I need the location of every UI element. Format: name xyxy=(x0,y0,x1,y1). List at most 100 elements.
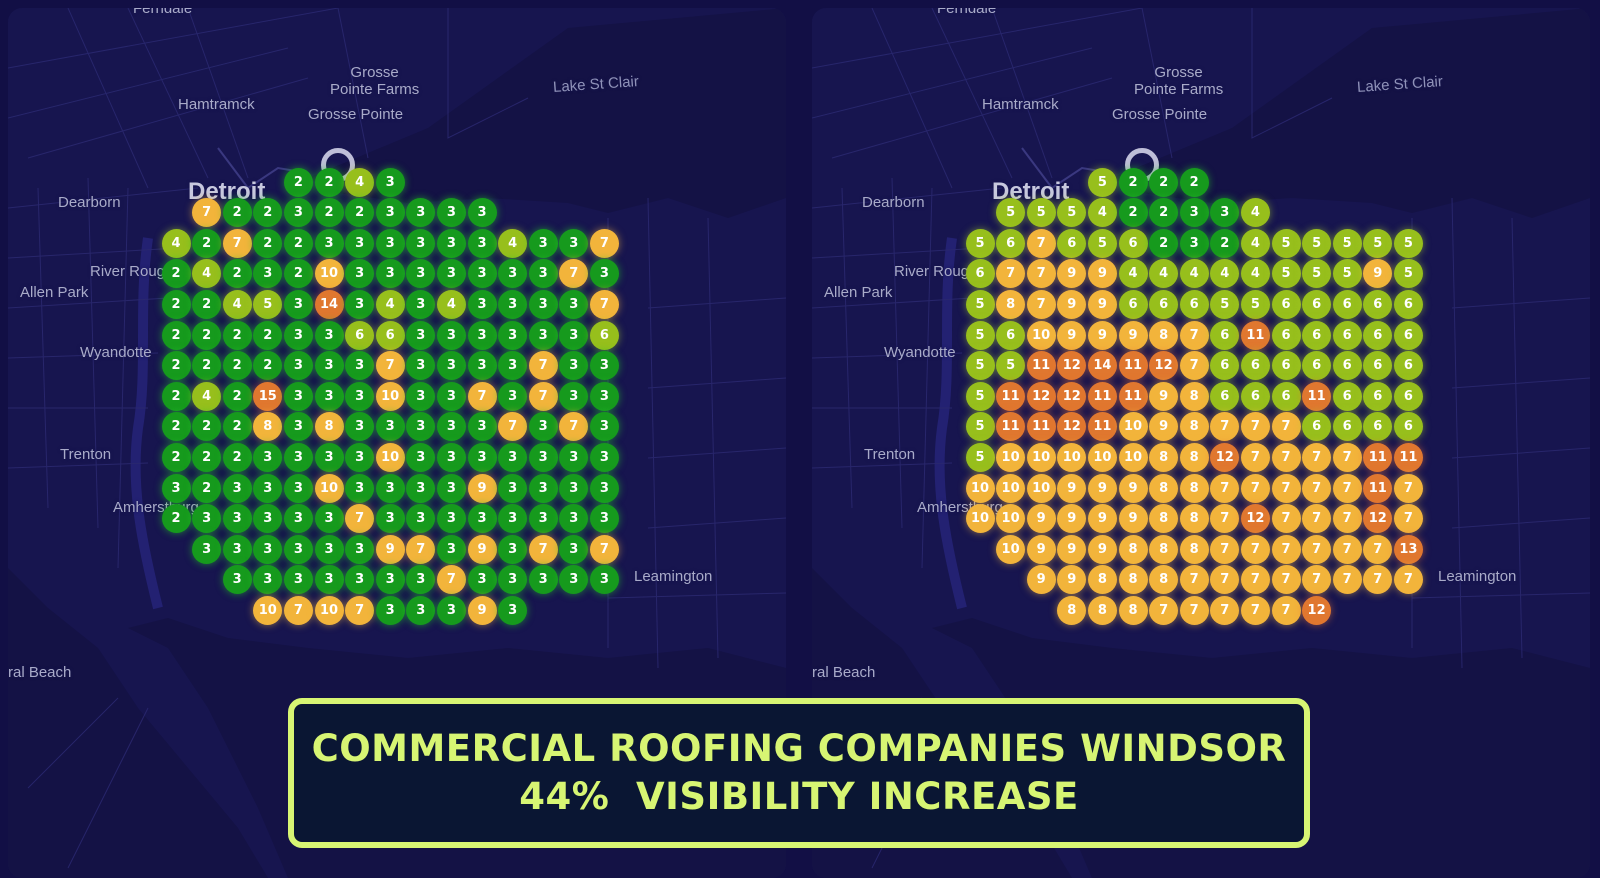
rank-marker[interactable]: 3 xyxy=(345,289,375,319)
rank-marker[interactable]: 9 xyxy=(1118,504,1148,534)
rank-marker[interactable]: 2 xyxy=(192,320,222,350)
rank-marker[interactable]: 3 xyxy=(375,504,405,534)
rank-marker[interactable]: 10 xyxy=(253,595,283,625)
rank-marker[interactable]: 2 xyxy=(192,351,222,381)
rank-marker[interactable]: 3 xyxy=(283,351,313,381)
rank-marker[interactable]: 10 xyxy=(965,504,995,534)
rank-marker[interactable]: 6 xyxy=(1179,289,1209,319)
rank-marker[interactable]: 7 xyxy=(1302,534,1332,564)
rank-marker[interactable]: 5 xyxy=(1393,259,1423,289)
rank-marker[interactable]: 3 xyxy=(467,351,497,381)
rank-marker[interactable]: 3 xyxy=(436,259,466,289)
rank-marker[interactable]: 6 xyxy=(1393,289,1423,319)
rank-marker[interactable]: 3 xyxy=(589,504,619,534)
rank-marker[interactable]: 2 xyxy=(314,167,344,197)
rank-marker[interactable]: 6 xyxy=(1271,289,1301,319)
rank-marker[interactable]: 3 xyxy=(283,412,313,442)
rank-marker[interactable]: 7 xyxy=(1271,504,1301,534)
rank-marker[interactable]: 4 xyxy=(222,289,252,319)
rank-marker[interactable]: 3 xyxy=(375,412,405,442)
rank-marker[interactable]: 6 xyxy=(1302,320,1332,350)
rank-marker[interactable]: 3 xyxy=(436,504,466,534)
rank-marker[interactable]: 11 xyxy=(1087,381,1117,411)
rank-marker[interactable]: 3 xyxy=(436,351,466,381)
rank-marker[interactable]: 5 xyxy=(1393,228,1423,258)
rank-marker[interactable]: 2 xyxy=(283,228,313,258)
rank-marker[interactable]: 6 xyxy=(1332,412,1362,442)
rank-marker[interactable]: 10 xyxy=(1087,442,1117,472)
rank-marker[interactable]: 2 xyxy=(345,198,375,228)
rank-marker[interactable]: 10 xyxy=(996,473,1026,503)
rank-marker[interactable]: 7 xyxy=(1026,259,1056,289)
rank-marker[interactable]: 10 xyxy=(996,442,1026,472)
rank-marker[interactable]: 3 xyxy=(283,473,313,503)
rank-marker[interactable]: 4 xyxy=(1118,259,1148,289)
rank-marker[interactable]: 7 xyxy=(375,351,405,381)
rank-marker[interactable]: 11 xyxy=(1118,381,1148,411)
rank-marker[interactable]: 7 xyxy=(1210,504,1240,534)
rank-marker[interactable]: 2 xyxy=(222,351,252,381)
rank-marker[interactable]: 9 xyxy=(1087,473,1117,503)
rank-marker[interactable]: 3 xyxy=(498,504,528,534)
rank-marker[interactable]: 3 xyxy=(283,534,313,564)
rank-marker[interactable]: 15 xyxy=(253,381,283,411)
rank-marker[interactable]: 6 xyxy=(996,228,1026,258)
rank-marker[interactable]: 3 xyxy=(528,442,558,472)
rank-marker[interactable]: 2 xyxy=(222,198,252,228)
rank-marker[interactable]: 3 xyxy=(222,534,252,564)
rank-marker[interactable]: 3 xyxy=(283,198,313,228)
rank-marker[interactable]: 3 xyxy=(467,320,497,350)
rank-marker[interactable]: 12 xyxy=(1363,504,1393,534)
rank-marker[interactable]: 9 xyxy=(1057,473,1087,503)
rank-marker[interactable]: 7 xyxy=(1271,595,1301,625)
rank-marker[interactable]: 3 xyxy=(253,504,283,534)
rank-marker[interactable]: 7 xyxy=(1026,228,1056,258)
rank-marker[interactable]: 9 xyxy=(1118,473,1148,503)
rank-marker[interactable]: 3 xyxy=(192,534,222,564)
rank-marker[interactable]: 3 xyxy=(498,595,528,625)
rank-marker[interactable]: 3 xyxy=(314,320,344,350)
rank-marker[interactable]: 3 xyxy=(406,595,436,625)
rank-marker[interactable]: 11 xyxy=(1363,473,1393,503)
rank-marker[interactable]: 3 xyxy=(375,228,405,258)
rank-marker[interactable]: 11 xyxy=(1240,320,1270,350)
rank-marker[interactable]: 3 xyxy=(375,473,405,503)
rank-marker[interactable]: 11 xyxy=(996,381,1026,411)
rank-marker[interactable]: 7 xyxy=(1271,473,1301,503)
rank-marker[interactable]: 7 xyxy=(1026,289,1056,319)
rank-marker[interactable]: 8 xyxy=(1087,595,1117,625)
rank-marker[interactable]: 10 xyxy=(1026,473,1056,503)
rank-marker[interactable]: 6 xyxy=(1363,412,1393,442)
rank-marker[interactable]: 7 xyxy=(1240,565,1270,595)
rank-marker[interactable]: 3 xyxy=(345,228,375,258)
rank-marker[interactable]: 3 xyxy=(528,259,558,289)
rank-marker[interactable]: 6 xyxy=(1393,351,1423,381)
rank-marker[interactable]: 9 xyxy=(1087,259,1117,289)
rank-marker[interactable]: 5 xyxy=(1240,289,1270,319)
rank-marker[interactable]: 7 xyxy=(528,381,558,411)
rank-marker[interactable]: 2 xyxy=(1149,198,1179,228)
rank-marker[interactable]: 6 xyxy=(1302,289,1332,319)
rank-marker[interactable]: 3 xyxy=(253,442,283,472)
rank-marker[interactable]: 4 xyxy=(375,289,405,319)
rank-marker[interactable]: 3 xyxy=(192,504,222,534)
rank-marker[interactable]: 8 xyxy=(1087,565,1117,595)
rank-marker[interactable]: 6 xyxy=(1332,381,1362,411)
rank-marker[interactable]: 3 xyxy=(375,167,405,197)
rank-marker[interactable]: 3 xyxy=(314,381,344,411)
rank-marker[interactable]: 3 xyxy=(559,289,589,319)
rank-marker[interactable]: 3 xyxy=(375,198,405,228)
rank-marker[interactable]: 2 xyxy=(192,442,222,472)
rank-marker[interactable]: 3 xyxy=(314,534,344,564)
rank-marker[interactable]: 4 xyxy=(1240,198,1270,228)
rank-marker[interactable]: 7 xyxy=(1393,565,1423,595)
rank-marker[interactable]: 9 xyxy=(1118,320,1148,350)
rank-marker[interactable]: 3 xyxy=(436,412,466,442)
rank-marker[interactable]: 3 xyxy=(498,351,528,381)
rank-marker[interactable]: 2 xyxy=(253,198,283,228)
rank-marker[interactable]: 6 xyxy=(1210,351,1240,381)
rank-marker[interactable]: 10 xyxy=(1026,442,1056,472)
rank-marker[interactable]: 2 xyxy=(253,228,283,258)
rank-marker[interactable]: 10 xyxy=(965,473,995,503)
rank-marker[interactable]: 7 xyxy=(1210,534,1240,564)
